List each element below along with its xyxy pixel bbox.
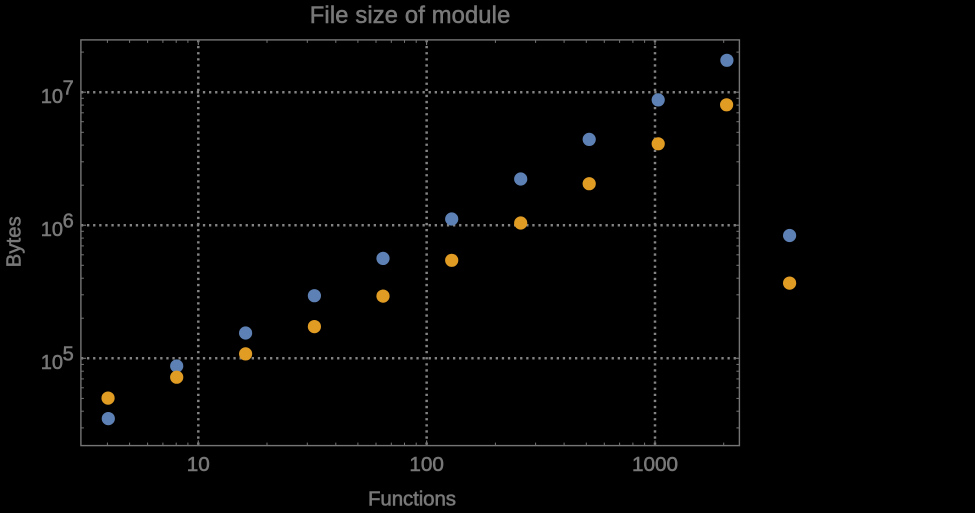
svg-text:10: 10: [41, 219, 63, 241]
svg-text:10: 10: [41, 352, 63, 374]
svg-text:Functions: Functions: [368, 488, 456, 511]
svg-text:1000: 1000: [632, 453, 678, 476]
svg-text:Bytes: Bytes: [3, 216, 25, 267]
svg-text:6: 6: [63, 210, 74, 232]
svg-text:File size of module: File size of module: [310, 3, 511, 29]
svg-text:5: 5: [63, 343, 74, 365]
svg-text:10: 10: [187, 453, 210, 476]
svg-text:100: 100: [409, 453, 444, 476]
svg-text:10: 10: [41, 86, 63, 108]
svg-text:7: 7: [63, 77, 74, 99]
